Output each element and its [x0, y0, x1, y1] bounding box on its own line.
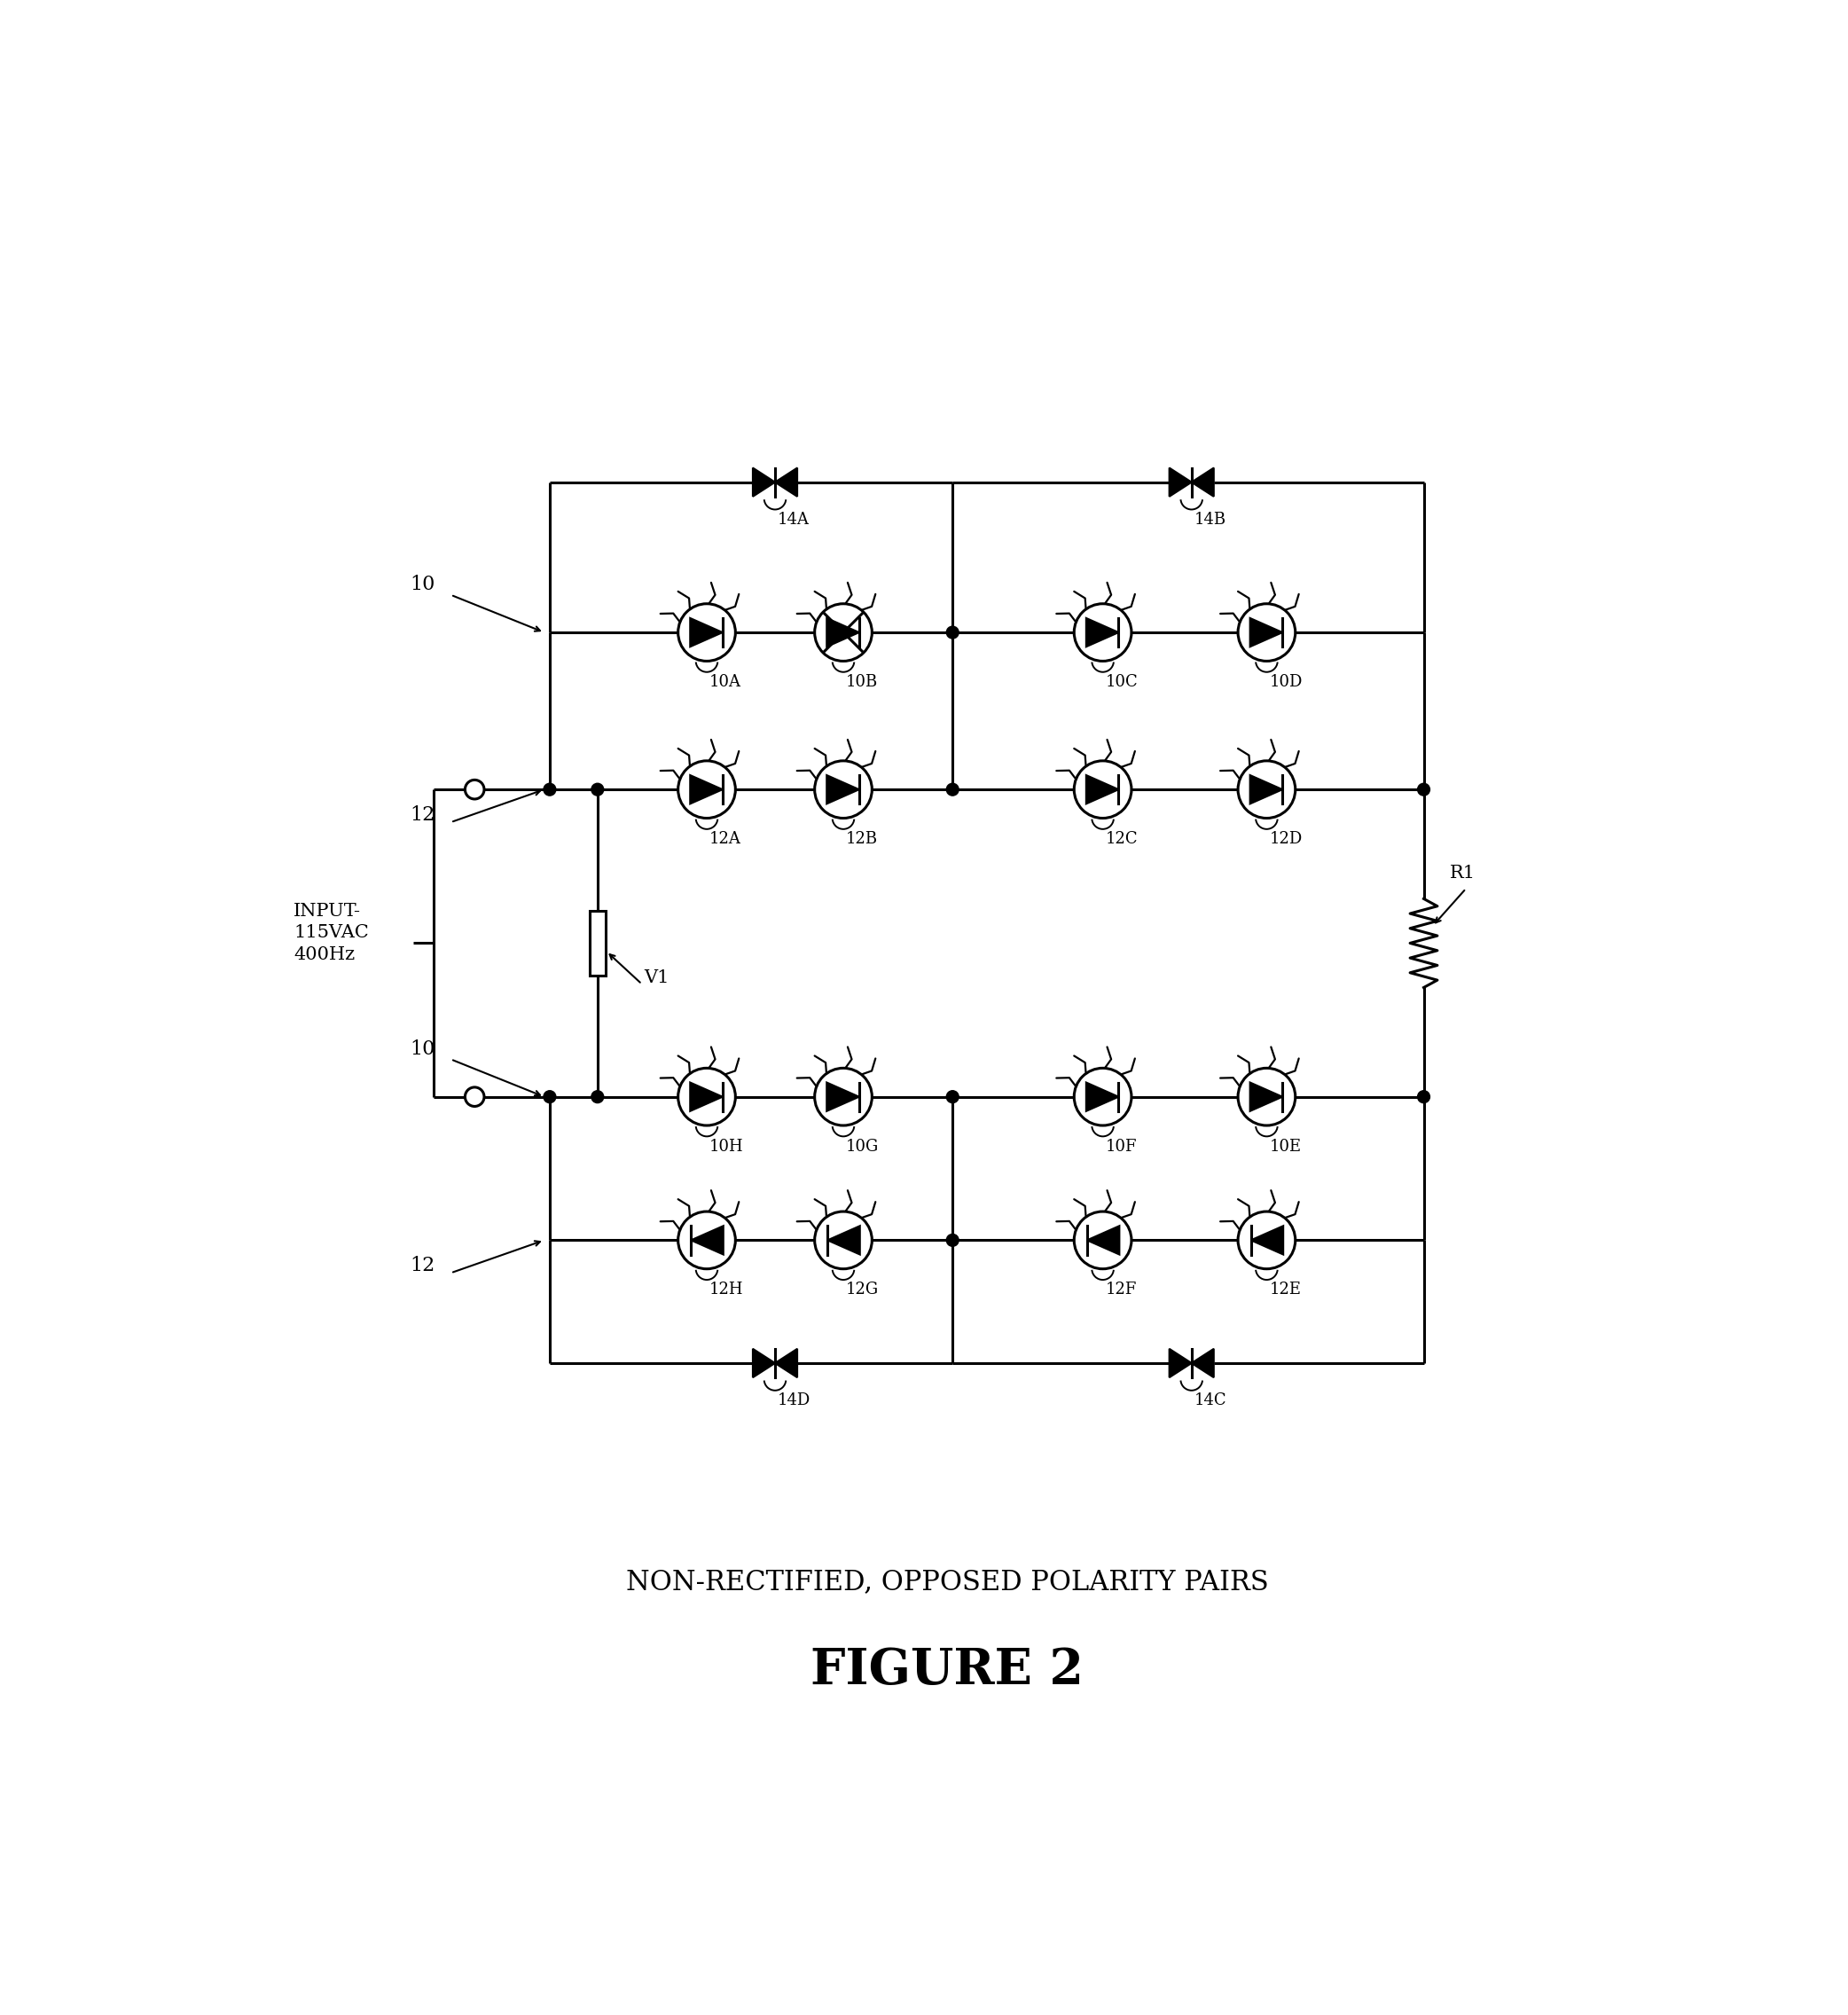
Polygon shape — [1170, 467, 1192, 496]
Polygon shape — [689, 1082, 723, 1110]
Polygon shape — [1192, 467, 1214, 496]
Text: 12G: 12G — [846, 1282, 880, 1298]
Polygon shape — [826, 619, 859, 647]
Polygon shape — [1249, 1082, 1283, 1110]
Polygon shape — [826, 1082, 859, 1110]
Text: 12H: 12H — [710, 1282, 743, 1298]
Text: 10: 10 — [410, 1040, 434, 1060]
Circle shape — [543, 1090, 556, 1102]
Polygon shape — [1087, 1225, 1120, 1255]
Text: 14B: 14B — [1194, 512, 1227, 528]
Text: 10B: 10B — [846, 675, 878, 689]
Circle shape — [466, 780, 484, 800]
Text: 12A: 12A — [710, 830, 741, 846]
Polygon shape — [826, 776, 859, 804]
Text: 10H: 10H — [710, 1138, 743, 1155]
Polygon shape — [1087, 776, 1118, 804]
Polygon shape — [1087, 1082, 1118, 1110]
Polygon shape — [689, 776, 723, 804]
Circle shape — [946, 1090, 959, 1102]
Circle shape — [543, 784, 556, 796]
Text: 10E: 10E — [1270, 1138, 1301, 1155]
Text: NON-RECTIFIED, OPPOSED POLARITY PAIRS: NON-RECTIFIED, OPPOSED POLARITY PAIRS — [626, 1568, 1268, 1596]
Circle shape — [591, 1090, 604, 1102]
Circle shape — [1417, 1090, 1430, 1102]
Text: 10: 10 — [410, 574, 434, 594]
Text: 10C: 10C — [1105, 675, 1138, 689]
Circle shape — [466, 1088, 484, 1106]
Text: 14C: 14C — [1194, 1392, 1227, 1408]
Polygon shape — [691, 1225, 723, 1255]
Text: 10A: 10A — [710, 675, 741, 689]
Text: 10G: 10G — [846, 1138, 880, 1155]
Text: 12E: 12E — [1270, 1282, 1301, 1298]
Circle shape — [591, 784, 604, 796]
Text: 12: 12 — [410, 1255, 434, 1275]
Polygon shape — [752, 1348, 774, 1378]
Bar — [590, 911, 606, 975]
Text: V1: V1 — [643, 969, 669, 985]
Circle shape — [946, 627, 959, 639]
Text: 12B: 12B — [846, 830, 878, 846]
Circle shape — [1417, 784, 1430, 796]
Polygon shape — [774, 467, 796, 496]
Circle shape — [946, 784, 959, 796]
Polygon shape — [828, 1225, 859, 1255]
Polygon shape — [1192, 1348, 1214, 1378]
Polygon shape — [1249, 776, 1283, 804]
Polygon shape — [1170, 1348, 1192, 1378]
Text: 14A: 14A — [778, 512, 809, 528]
Polygon shape — [1087, 619, 1118, 647]
Text: INPUT-
115VAC
400Hz: INPUT- 115VAC 400Hz — [294, 903, 370, 963]
Circle shape — [946, 1233, 959, 1247]
Polygon shape — [689, 619, 723, 647]
Text: 10D: 10D — [1270, 675, 1303, 689]
Text: 12F: 12F — [1105, 1282, 1137, 1298]
Polygon shape — [752, 467, 774, 496]
Polygon shape — [1249, 619, 1283, 647]
Polygon shape — [774, 1348, 796, 1378]
Text: R1: R1 — [1449, 864, 1475, 883]
Polygon shape — [1251, 1225, 1283, 1255]
Text: 10F: 10F — [1105, 1138, 1137, 1155]
Text: 12C: 12C — [1105, 830, 1138, 846]
Text: 12D: 12D — [1270, 830, 1303, 846]
Text: 12: 12 — [410, 806, 434, 824]
Text: FIGURE 2: FIGURE 2 — [811, 1646, 1083, 1695]
Text: 14D: 14D — [778, 1392, 811, 1408]
